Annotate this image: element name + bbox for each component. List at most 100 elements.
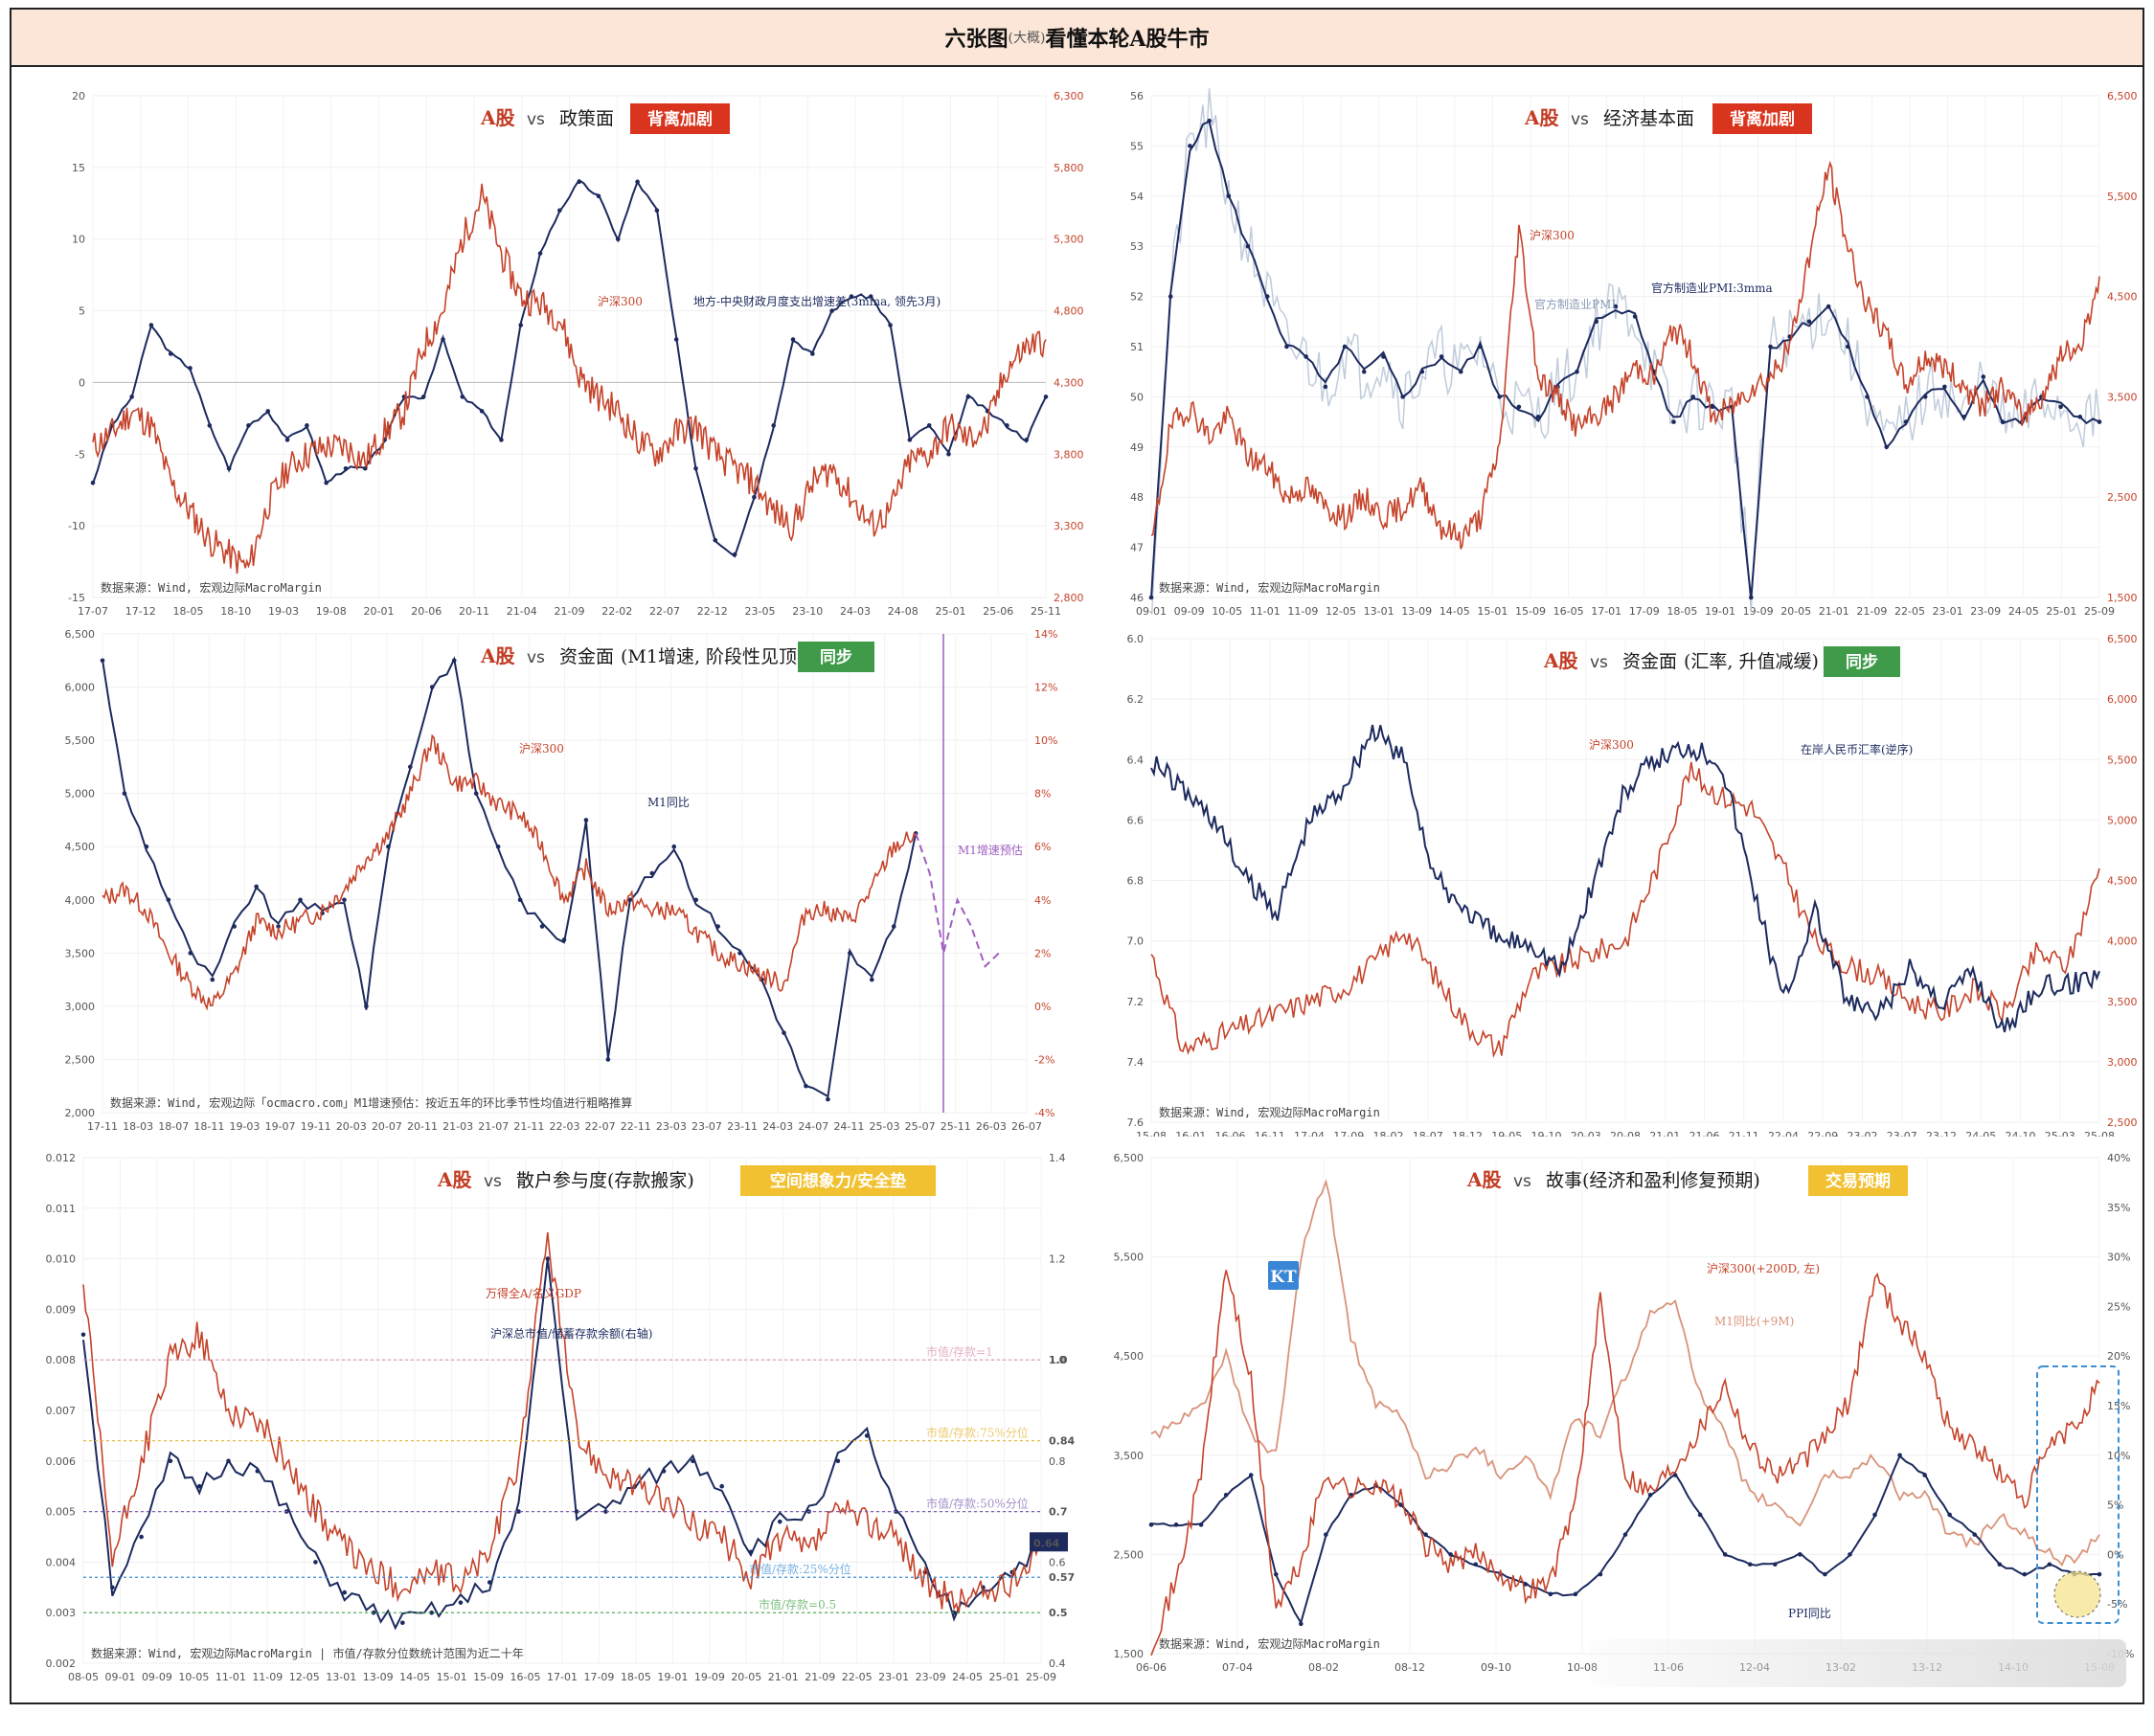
- x-tick: 25-07: [905, 1120, 936, 1133]
- x-tick: 21-06: [1689, 1130, 1720, 1137]
- panel-deposits: 0.012 0.011 0.010 0.009 0.008 0.007 0.006 0.005…: [11, 1137, 1084, 1702]
- y-tick-right: 6%: [1034, 841, 1051, 853]
- x-tick: 17-09: [1333, 1130, 1364, 1137]
- badge: 背离加剧: [1712, 103, 1812, 134]
- y-tick-right: 0.8: [1049, 1455, 1066, 1468]
- y-tick-left: 51: [1130, 341, 1144, 353]
- y-tick-left: 56: [1130, 90, 1144, 102]
- x-tick: 25-03: [2045, 1130, 2075, 1137]
- x-tick: 23-07: [692, 1120, 722, 1133]
- x-tick: 18-07: [158, 1120, 189, 1133]
- series-line-1: [1150, 1178, 2100, 1567]
- x-tick: 18-02: [1373, 1130, 1404, 1137]
- data-point: [364, 1003, 369, 1009]
- annotation: 沪深300(+200D, 左): [1707, 1261, 1820, 1275]
- data-source: 数据来源：Wind, 宏观边际「ocmacro.com」M1增速预估：按近五年的…: [110, 1095, 632, 1110]
- data-point: [1897, 1453, 1902, 1458]
- last-value-label: 0.64: [1033, 1537, 1059, 1549]
- x-tick: 11-01: [215, 1671, 246, 1683]
- data-point: [748, 1549, 754, 1555]
- data-point: [605, 1057, 611, 1062]
- x-tick: 26-07: [1011, 1120, 1042, 1133]
- annotation: 官方制造业PMI:3mma: [1651, 281, 1773, 295]
- data-point: [1473, 1562, 1478, 1567]
- data-point: [810, 351, 815, 356]
- data-point: [1535, 415, 1541, 419]
- data-point: [1516, 404, 1522, 410]
- y-tick-left: 0.003: [46, 1607, 77, 1619]
- series-line-0: [92, 183, 1047, 575]
- y-tick-right: 1,500: [2107, 592, 2138, 604]
- x-tick: 15-09: [1515, 605, 1546, 615]
- last-value-box: [1030, 1532, 1068, 1552]
- data-point: [1478, 344, 1483, 349]
- chart-c3: 6,500 6,000 5,500 5,000 4,500 4,000 3,500 3,000…: [65, 628, 1058, 1133]
- data-point: [305, 423, 309, 428]
- annotation: 沪深300: [519, 742, 564, 755]
- data-point: [715, 924, 720, 929]
- series-line-2: [915, 832, 1000, 969]
- data-point: [1005, 423, 1009, 428]
- x-tick: 19-10: [1531, 1130, 1562, 1137]
- y-tick-right: 5%: [2107, 1499, 2123, 1512]
- data-point: [246, 423, 251, 428]
- y-tick-left: 3,000: [65, 1001, 96, 1013]
- data-point: [1148, 595, 1154, 600]
- y-tick-right: 0.6: [1049, 1556, 1066, 1568]
- y-tick-left: 0: [79, 376, 85, 389]
- data-point: [1419, 369, 1425, 374]
- x-tick: 25-06: [983, 605, 1013, 615]
- x-tick: 22-07: [585, 1120, 616, 1133]
- data-point: [1324, 1532, 1328, 1537]
- badge-bg: [1808, 1165, 1908, 1196]
- page-title: 六张图 (大概) 看懂本轮A股牛市: [11, 10, 2143, 67]
- y-tick-right: 2,500: [2107, 1116, 2138, 1129]
- data-point: [1575, 369, 1579, 374]
- y-tick-left: 49: [1130, 441, 1144, 454]
- chart-c6: 6,500 5,500 4,500 3,500 2,500 1,500 40% 35% 30% 2…: [1114, 1152, 2135, 1674]
- chart-c1: 20 15 10 5 0 -5 -10 -15 6,300 5,800 5,300 4,800 4,30…: [68, 90, 1083, 615]
- x-tick: 19-01: [1705, 605, 1735, 615]
- kt-marker: [1268, 1261, 1299, 1290]
- x-tick: 25-09: [1026, 1671, 1056, 1683]
- data-point: [615, 237, 621, 242]
- x-tick: 22-12: [697, 605, 728, 615]
- title-text: 故事(经济和盈利修复预期): [1546, 1170, 1760, 1191]
- data-point: [386, 844, 391, 849]
- x-tick: 23-01: [878, 1671, 909, 1683]
- title-vs: vs: [1590, 653, 1608, 672]
- data-point: [1749, 595, 1754, 600]
- data-point: [343, 465, 349, 471]
- data-point: [1188, 144, 1192, 148]
- data-point: [693, 897, 698, 903]
- data-point: [1884, 444, 1890, 450]
- data-point: [649, 870, 655, 876]
- data-point: [635, 179, 640, 185]
- data-point: [80, 1332, 86, 1338]
- x-tick: 25-09: [2084, 605, 2115, 615]
- x-tick: 21-09: [555, 605, 585, 615]
- x-tick: 10-05: [1212, 605, 1242, 615]
- y-tick-left: 6,500: [65, 628, 96, 641]
- title-text: 政策面: [559, 108, 614, 129]
- x-tick: 08-12: [1394, 1661, 1425, 1674]
- x-tick: 23-09: [916, 1671, 946, 1683]
- data-point: [1922, 395, 1928, 399]
- panel-policy: 20 15 10 5 0 -5 -10 -15 6,300 5,800 5,300 4,800 4,30…: [11, 69, 1084, 615]
- x-tick: 17-12: [125, 605, 156, 615]
- series-line-1: [1150, 724, 2100, 1033]
- chart-title: A股 vs 经济基本面: [1524, 106, 1694, 129]
- data-point: [1806, 319, 1812, 325]
- x-tick: 07-04: [1222, 1661, 1253, 1674]
- data-point: [122, 791, 127, 796]
- y-tick-left: 3,500: [65, 947, 96, 959]
- data-point: [545, 1256, 551, 1261]
- data-point: [1865, 395, 1870, 399]
- y-tick-right: 12%: [1034, 682, 1057, 694]
- x-tick: 21-11: [1729, 1130, 1759, 1137]
- x-tick: 19-03: [268, 605, 299, 615]
- title-a: A股: [1543, 649, 1578, 672]
- highlight-box: [2036, 1365, 2120, 1624]
- x-tick: 22-07: [649, 605, 680, 615]
- y-tick-left: 4,500: [65, 841, 96, 853]
